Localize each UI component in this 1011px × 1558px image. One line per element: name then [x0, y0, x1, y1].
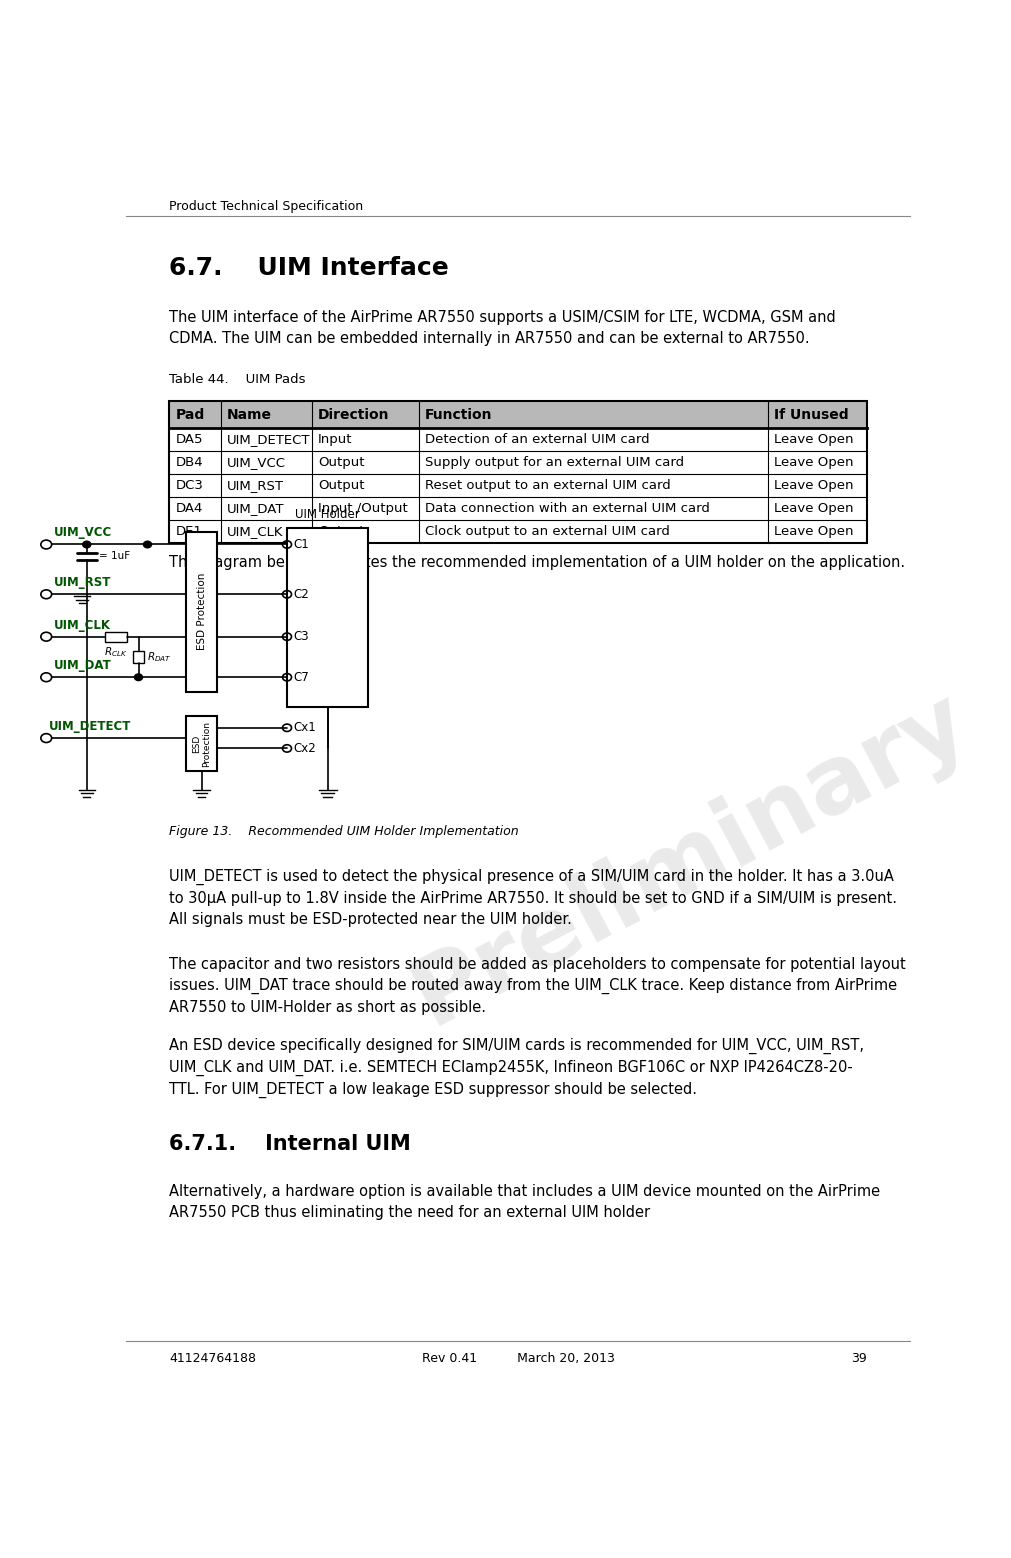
- Text: If Unused: If Unused: [774, 408, 849, 422]
- Text: Preliminary: Preliminary: [397, 675, 984, 1044]
- Text: Figure 13.    Recommended UIM Holder Implementation: Figure 13. Recommended UIM Holder Implem…: [169, 824, 519, 838]
- Text: Rev 0.41          March 20, 2013: Rev 0.41 March 20, 2013: [422, 1352, 615, 1365]
- Text: UIM_VCC: UIM_VCC: [55, 527, 112, 539]
- Text: DE1: DE1: [175, 525, 202, 538]
- Text: Direction: Direction: [318, 408, 389, 422]
- Text: Function: Function: [426, 408, 492, 422]
- Text: Cx1: Cx1: [294, 721, 316, 734]
- Text: Leave Open: Leave Open: [774, 433, 854, 446]
- Text: Table 44.    UIM Pads: Table 44. UIM Pads: [169, 372, 305, 386]
- Text: Alternatively, a hardware option is available that includes a UIM device mounted: Alternatively, a hardware option is avai…: [169, 1184, 881, 1220]
- Text: UIM_RST: UIM_RST: [55, 576, 112, 589]
- Text: UIM_DETECT: UIM_DETECT: [226, 433, 310, 446]
- Text: UIM_RST: UIM_RST: [226, 478, 284, 492]
- Text: Clock output to an external UIM card: Clock output to an external UIM card: [426, 525, 670, 538]
- Text: = 1uF: = 1uF: [99, 552, 130, 561]
- Text: ESD
Protection: ESD Protection: [192, 721, 211, 767]
- Text: Input /Output: Input /Output: [318, 502, 407, 514]
- Text: Reset output to an external UIM card: Reset output to an external UIM card: [426, 478, 671, 492]
- Bar: [133, 651, 144, 664]
- Text: The diagram below illustrates the recommended implementation of a UIM holder on : The diagram below illustrates the recomm…: [169, 555, 905, 570]
- Text: UIM_DETECT is used to detect the physical presence of a SIM/UIM card in the hold: UIM_DETECT is used to detect the physica…: [169, 868, 897, 927]
- Text: DA5: DA5: [175, 433, 203, 446]
- Text: Input: Input: [318, 433, 353, 446]
- Text: UIM_DETECT: UIM_DETECT: [49, 720, 130, 732]
- Circle shape: [134, 675, 143, 681]
- Text: Data connection with an external UIM card: Data connection with an external UIM car…: [426, 502, 710, 514]
- Text: C7: C7: [294, 671, 309, 684]
- Bar: [186, 717, 217, 771]
- Text: Detection of an external UIM card: Detection of an external UIM card: [426, 433, 650, 446]
- Text: 6.7.1.    Internal UIM: 6.7.1. Internal UIM: [169, 1134, 410, 1154]
- Text: 6.7.    UIM Interface: 6.7. UIM Interface: [169, 256, 449, 280]
- Text: 41124764188: 41124764188: [169, 1352, 256, 1365]
- Text: UIM_CLK: UIM_CLK: [55, 619, 111, 631]
- Bar: [287, 528, 368, 707]
- Text: Leave Open: Leave Open: [774, 456, 854, 469]
- Text: Product Technical Specification: Product Technical Specification: [169, 199, 363, 213]
- Text: UIM_DAT: UIM_DAT: [226, 502, 284, 514]
- Text: Output: Output: [318, 525, 365, 538]
- Text: UIM Holder: UIM Holder: [295, 508, 360, 522]
- Text: Leave Open: Leave Open: [774, 502, 854, 514]
- Text: $R_{DAT}$: $R_{DAT}$: [147, 650, 171, 664]
- Circle shape: [83, 541, 91, 548]
- Text: DA4: DA4: [175, 502, 202, 514]
- Text: The UIM interface of the AirPrime AR7550 supports a USIM/CSIM for LTE, WCDMA, GS: The UIM interface of the AirPrime AR7550…: [169, 310, 836, 346]
- Circle shape: [144, 541, 152, 548]
- Text: C1: C1: [294, 538, 309, 552]
- Text: Output: Output: [318, 456, 365, 469]
- Text: An ESD device specifically designed for SIM/UIM cards is recommended for UIM_VCC: An ESD device specifically designed for …: [169, 1038, 864, 1098]
- Text: Cx2: Cx2: [294, 742, 316, 756]
- Text: Pad: Pad: [175, 408, 204, 422]
- Text: C2: C2: [294, 587, 309, 601]
- Text: 39: 39: [851, 1352, 867, 1365]
- Text: Leave Open: Leave Open: [774, 478, 854, 492]
- Bar: [105, 631, 127, 642]
- Text: DC3: DC3: [175, 478, 203, 492]
- Text: Output: Output: [318, 478, 365, 492]
- Text: The capacitor and two resistors should be added as placeholders to compensate fo: The capacitor and two resistors should b…: [169, 957, 906, 1016]
- Bar: [186, 531, 217, 692]
- Text: UIM_VCC: UIM_VCC: [226, 456, 286, 469]
- Text: ESD Protection: ESD Protection: [196, 573, 206, 651]
- Text: Leave Open: Leave Open: [774, 525, 854, 538]
- Text: DB4: DB4: [175, 456, 203, 469]
- Text: Name: Name: [226, 408, 272, 422]
- Text: C3: C3: [294, 629, 309, 643]
- Bar: [169, 400, 867, 542]
- Text: UIM_CLK: UIM_CLK: [226, 525, 283, 538]
- Bar: [169, 400, 867, 428]
- Text: UIM_DAT: UIM_DAT: [55, 659, 112, 671]
- Text: Supply output for an external UIM card: Supply output for an external UIM card: [426, 456, 684, 469]
- Text: $R_{CLK}$: $R_{CLK}$: [104, 645, 127, 659]
